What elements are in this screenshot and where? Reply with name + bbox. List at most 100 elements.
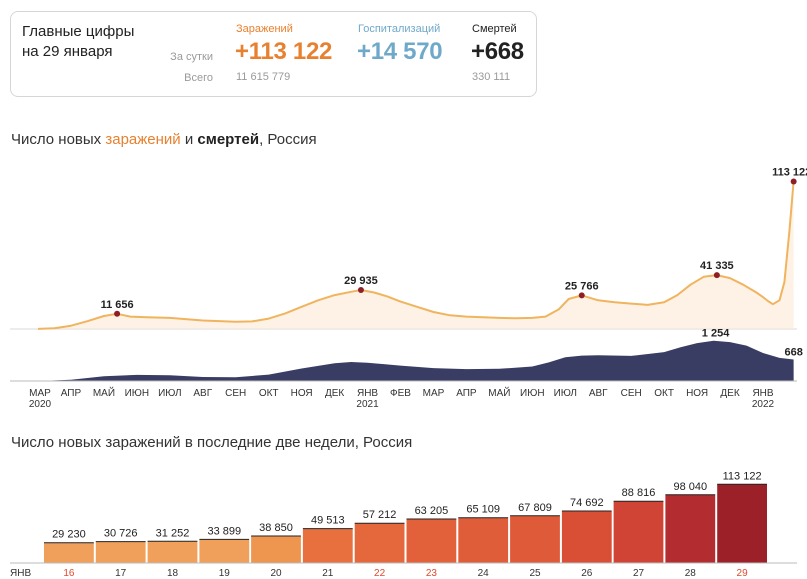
daily-hospital: +14 570	[357, 38, 443, 65]
x-tick-year: 2022	[752, 399, 775, 410]
death-peak-label: 668	[784, 347, 802, 359]
infection-peak-label: 41 335	[700, 260, 734, 272]
x-category-label: 24	[478, 568, 490, 579]
bar	[199, 539, 250, 563]
bar-value-label: 57 212	[363, 509, 397, 521]
x-tick-label: ИЮЛ	[554, 388, 577, 399]
infection-peak-label: 25 766	[565, 280, 599, 292]
col-head-deaths: Смертей	[472, 23, 517, 35]
bar	[251, 536, 301, 563]
bar	[354, 523, 405, 563]
x-tick-label: АПР	[61, 388, 82, 399]
x-category-label: 26	[581, 568, 593, 579]
col-head-hospital: Госпитализаций	[358, 23, 441, 35]
bar-value-label: 31 252	[156, 527, 190, 539]
chart2-title: Число новых заражений в последние две не…	[11, 434, 413, 451]
x-tick-label: ИЮЛ	[158, 388, 181, 399]
x-category-label: 27	[633, 568, 645, 579]
x-tick-label: ФЕВ	[390, 388, 411, 399]
infections-line	[37, 181, 795, 330]
infection-peak-label: 29 935	[344, 275, 378, 287]
bar	[302, 528, 353, 563]
x-tick-label: МАР	[29, 388, 51, 399]
chart-two-weeks: 29 230 16 30 726 17 31 252 18 33 899 19 38 850 20…	[10, 470, 797, 579]
x-tick-label: СЕН	[225, 388, 246, 399]
x-month-prefix: ЯНВ	[10, 568, 31, 579]
row-label-day: За сутки	[170, 51, 213, 63]
daily-deaths: +668	[471, 38, 524, 65]
summary-title-line2: на 29 января	[22, 43, 113, 60]
x-category-label: 23	[426, 568, 438, 579]
x-category-label: 19	[219, 568, 231, 579]
bar-value-label: 98 040	[673, 481, 707, 493]
bar-value-label: 88 816	[622, 487, 656, 499]
chart1-title-part3: и	[180, 131, 198, 148]
bar-value-label: 65 109	[466, 504, 500, 516]
x-tick-label: НОЯ	[291, 388, 313, 399]
bar	[613, 501, 664, 563]
x-tick-label: ДЕК	[720, 388, 739, 399]
bar-value-label: 113 122	[723, 470, 762, 482]
x-tick-label: ОКТ	[259, 388, 279, 399]
x-tick-label: АВГ	[589, 388, 608, 399]
chart1-title-part5: , Россия	[259, 131, 317, 148]
x-category-label: 28	[685, 568, 697, 579]
bar-value-label: 63 205	[415, 505, 449, 517]
infection-peak-dot	[357, 286, 364, 293]
x-tick-year: 2020	[29, 399, 52, 410]
bar-value-label: 29 230	[52, 529, 86, 541]
x-category-label: 16	[63, 568, 75, 579]
bar-value-label: 67 809	[518, 502, 552, 514]
chart1-title-deaths: смертей	[197, 131, 260, 148]
bar	[95, 541, 146, 563]
bar	[147, 541, 198, 563]
bar-value-label: 38 850	[259, 522, 293, 534]
bar-value-label: 74 692	[570, 497, 604, 509]
bar	[717, 484, 767, 563]
bar	[561, 511, 612, 563]
bar	[406, 519, 457, 563]
x-tick-label: АВГ	[193, 388, 212, 399]
infection-peak-dot	[713, 272, 720, 279]
bar	[665, 494, 716, 563]
row-label-total: Всего	[184, 72, 213, 84]
infection-peak-dot	[578, 292, 585, 299]
death-peak-label: 1 254	[702, 328, 730, 340]
x-tick-label: НОЯ	[686, 388, 708, 399]
bar-value-label: 49 513	[311, 515, 345, 527]
x-tick-label: ОКТ	[654, 388, 674, 399]
total-infections: 11 615 779	[236, 71, 291, 83]
x-tick-label: АПР	[456, 388, 477, 399]
x-tick-label: ИЮН	[520, 388, 545, 399]
x-tick-label: ЯНВ	[357, 388, 378, 399]
infection-peak-label: 113 122	[772, 166, 807, 178]
bar	[44, 542, 94, 563]
x-category-label: 29	[737, 568, 749, 579]
summary-card: Главные цифры на 29 января За сутки Всег…	[10, 11, 537, 97]
x-tick-label: МАЙ	[93, 386, 115, 399]
bar	[458, 517, 509, 563]
x-category-label: 20	[270, 568, 282, 579]
chart1-title-part1: Число новых	[11, 131, 106, 148]
x-category-label: 25	[529, 568, 541, 579]
x-tick-label: ДЕК	[325, 388, 344, 399]
deaths-area	[38, 340, 794, 381]
col-head-infections: Заражений	[236, 23, 293, 35]
infection-peak-label: 11 656	[101, 299, 134, 311]
x-tick-label: ЯНВ	[752, 388, 773, 399]
x-tick-label: МАЙ	[488, 386, 510, 399]
x-tick-label: СЕН	[621, 388, 642, 399]
bar-value-label: 33 899	[207, 525, 241, 537]
x-category-label: 21	[322, 568, 334, 579]
total-deaths: 330 111	[472, 71, 511, 83]
bar	[510, 515, 560, 563]
summary-title-line1: Главные цифры	[22, 23, 135, 40]
x-category-label: 22	[374, 568, 386, 579]
x-category-label: 18	[167, 568, 179, 579]
chart1-title: Число новых заражений и смертей, Россия	[11, 131, 317, 148]
x-tick-label: ИЮН	[125, 388, 150, 399]
x-tick-year: 2021	[356, 399, 379, 410]
chart1-title-infections: заражений	[105, 131, 181, 148]
bar-value-label: 30 726	[104, 528, 138, 540]
infection-peak-dot	[790, 178, 797, 185]
